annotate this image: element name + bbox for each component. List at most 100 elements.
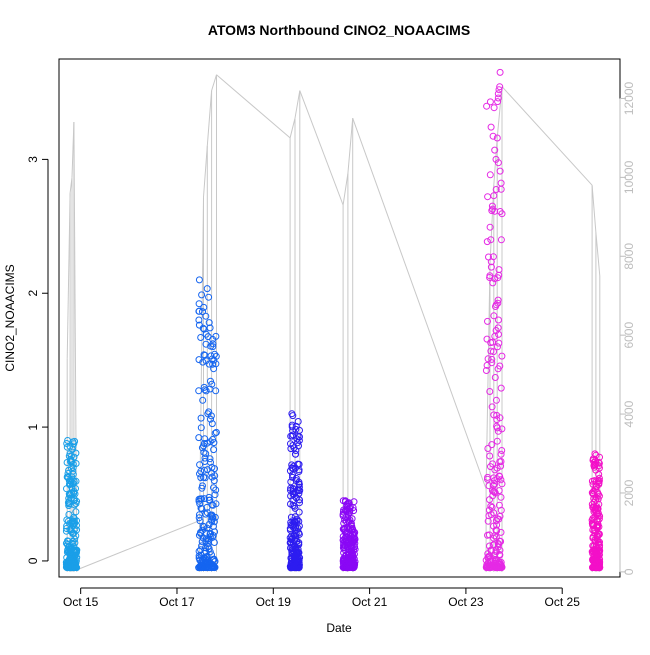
scatter-point: [211, 513, 219, 521]
scatter-point: [70, 478, 78, 485]
scatter-point: [589, 526, 597, 534]
scatter-point: [202, 529, 210, 537]
scatter-point: [67, 457, 75, 465]
scatter-point: [292, 551, 300, 558]
scatter-point: [287, 521, 295, 529]
scatter-point: [488, 403, 496, 411]
scatter-point: [202, 387, 210, 395]
scatter-point: [485, 482, 493, 490]
y2-tick-label: 0: [622, 568, 636, 575]
y-axis-label: CINO2_NOAACIMS: [3, 264, 17, 371]
scatter-point: [497, 236, 505, 244]
scatter-point: [207, 342, 215, 350]
scatter-point: [490, 312, 498, 320]
y2-tick-label: 8000: [622, 243, 636, 270]
scatter-point: [212, 486, 220, 494]
scatter-point: [339, 533, 347, 540]
scatter-point: [195, 316, 203, 324]
scatter-point: [289, 488, 297, 496]
scatter-point: [488, 355, 496, 363]
scatter-point: [486, 223, 494, 231]
scatter-point: [485, 506, 493, 514]
scatter-point: [209, 436, 217, 443]
scatter-point: [288, 546, 296, 554]
scatter-point: [340, 506, 348, 514]
scatter-point: [198, 542, 206, 550]
scatter-point: [294, 418, 302, 425]
scatter-point: [486, 171, 494, 179]
x-tick-label: Oct 19: [256, 595, 292, 609]
scatter-point: [205, 561, 213, 569]
scatter-point: [486, 452, 494, 460]
scatter-point: [588, 548, 596, 556]
x-tick-label: Oct 23: [448, 595, 484, 609]
scatter-point: [498, 210, 506, 218]
scatter-point: [71, 496, 79, 504]
scatter-point: [484, 193, 492, 201]
scatter-point: [595, 462, 603, 470]
scatter-point: [482, 367, 490, 374]
scatter-point: [594, 505, 602, 513]
axes-layer: Oct 15 Oct 17 Oct 19 Oct 21 Oct 23 Oct 25 0 1 2 3…: [26, 81, 636, 609]
scatter-point: [210, 446, 218, 454]
scatter-point: [202, 510, 210, 518]
scatter-point: [498, 447, 506, 454]
scatter-point: [198, 291, 206, 299]
scatter-point: [483, 335, 491, 343]
scatter-point: [209, 501, 217, 509]
secondary-line-segment: [289, 118, 296, 139]
scatter-point: [488, 441, 496, 449]
scatter-point: [205, 319, 213, 327]
scatter-point: [590, 495, 598, 502]
y-tick-label: 1: [26, 423, 40, 430]
scatter-point: [497, 462, 505, 470]
scatter-point: [288, 464, 296, 472]
scatter-point: [293, 563, 301, 571]
scatter-point: [287, 445, 295, 453]
scatter-point: [491, 477, 498, 485]
x-tick-label: Oct 17: [159, 595, 195, 609]
x-axis-label: Date: [326, 621, 352, 635]
scatter-point: [65, 564, 73, 571]
scatter-point: [196, 517, 204, 525]
secondary-line-segment: [595, 232, 601, 277]
scatter-point: [195, 307, 203, 315]
scatter-point: [483, 102, 491, 110]
scatter-point: [72, 547, 80, 555]
scatter-point: [483, 238, 491, 246]
scatter-point: [294, 439, 301, 447]
y-tick-label: 3: [26, 156, 40, 163]
scatter-point: [296, 496, 303, 504]
scatter-point: [494, 343, 501, 351]
scatter-point: [70, 497, 78, 505]
scatter-point: [195, 276, 203, 284]
scatter-point: [486, 496, 493, 504]
scatter-point: [204, 466, 211, 474]
scatter-point: [206, 455, 214, 463]
scatter-point: [195, 531, 203, 539]
scatter-point: [486, 388, 494, 395]
scatter-point: [341, 564, 349, 572]
scatter-point: [487, 347, 495, 355]
scatter-point: [590, 487, 598, 495]
scatter-point: [489, 279, 497, 287]
scatter-point: [287, 513, 295, 521]
scatter-point: [210, 484, 217, 492]
scatter-point: [72, 557, 80, 565]
scatter-point: [206, 533, 214, 541]
scatter-point: [495, 339, 503, 347]
scatter-point: [202, 450, 210, 458]
scatter-point: [64, 437, 72, 444]
scatter-point: [207, 415, 214, 423]
scatter-point: [295, 508, 303, 516]
scatter-point: [591, 538, 599, 545]
scatter-point: [591, 477, 598, 485]
scatter-point: [199, 324, 207, 332]
scatter-point: [493, 464, 501, 472]
scatter-point: [207, 377, 214, 385]
scatter-point: [593, 563, 600, 571]
scatter-point: [67, 480, 75, 488]
scatter-point: [492, 396, 500, 404]
scatter-point: [208, 473, 216, 481]
